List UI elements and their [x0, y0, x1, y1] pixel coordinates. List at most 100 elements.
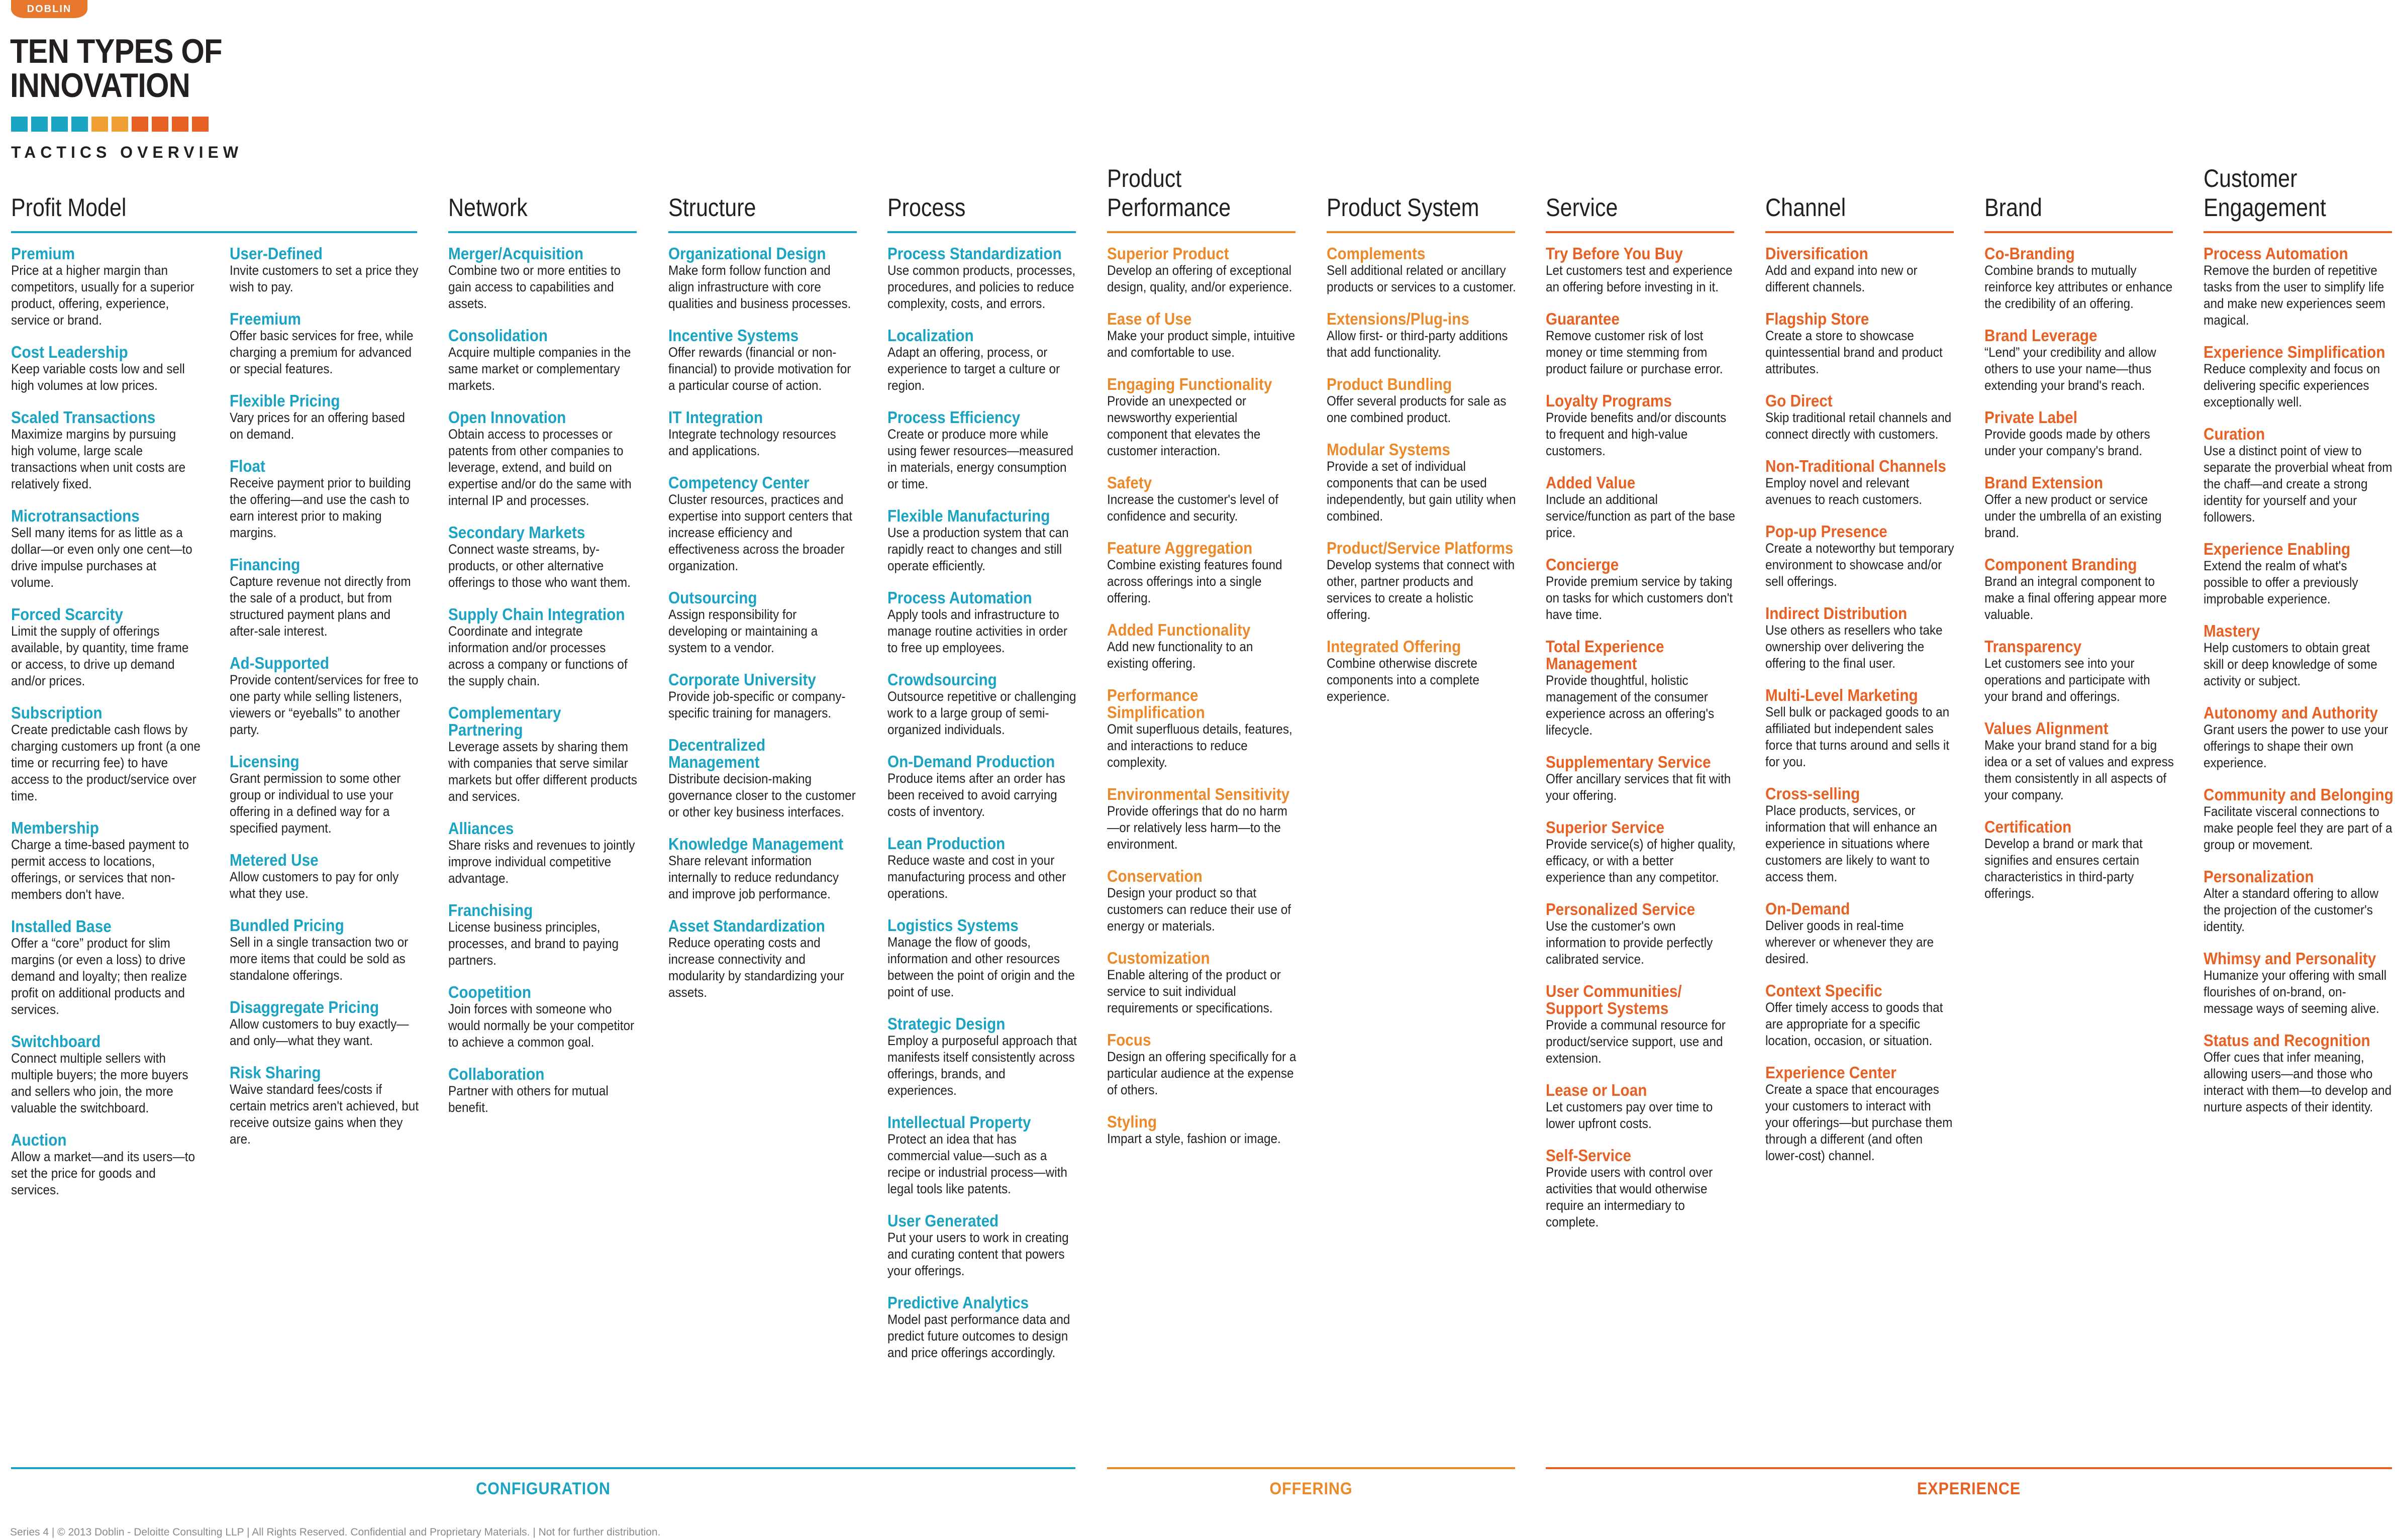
tactic-description: Employ a purposeful approach that manife…	[887, 1033, 1077, 1098]
tactic-item: Supplementary Service Offer ancillary ser…	[1546, 754, 1734, 804]
tactic-description: Provide thoughtful, holistic management …	[1546, 673, 1715, 738]
heading-rule	[668, 231, 857, 233]
color-block	[132, 117, 148, 132]
tactic-description: Alter a standard offering to allow the p…	[2204, 886, 2379, 934]
column-profit-model-b: User-Defined Invite customers to set a pr…	[230, 245, 419, 1163]
tactic-item: Flexible Pricing Vary prices for an offer…	[230, 392, 418, 443]
column-structure: Organizational Design Make form follow fu…	[668, 245, 857, 1016]
tactic-item: Extensions/Plug-ins Allow first- or third…	[1327, 311, 1515, 361]
tactic-description: Facilitate visceral connections to make …	[2204, 804, 2392, 852]
tactic-title: Personalization	[2204, 867, 2314, 886]
tactic-item: Engaging Functionality Provide an unexpec…	[1107, 376, 1295, 459]
tactic-title: Feature Aggregation	[1107, 539, 1253, 557]
tactic-title: Secondary Markets	[448, 523, 585, 542]
tactic-item: Integrated Offering Combine otherwise dis…	[1327, 638, 1515, 705]
tactic-description: Combine otherwise discrete components in…	[1327, 656, 1479, 704]
tactic-item: On-Demand Production Produce items after …	[887, 753, 1076, 820]
heading-rule	[887, 231, 1076, 233]
tactic-item: Financing Capture revenue not directly fr…	[230, 556, 418, 640]
tactic-description: Use a distinct point of view to separate…	[2204, 443, 2392, 525]
column-customer-engagement: Process Automation Remove the burden of r…	[2204, 245, 2393, 1131]
tactic-item: Intellectual Property Protect an idea tha…	[887, 1114, 1076, 1197]
tactic-item: On-Demand Deliver goods in real-time wher…	[1765, 900, 1954, 967]
tactic-description: Allow customers to pay for only what the…	[230, 869, 399, 901]
tactic-item: Superior Product Develop an offering of e…	[1107, 245, 1295, 295]
tactic-item: Competency Center Cluster resources, prac…	[668, 474, 857, 574]
color-block	[71, 117, 88, 132]
tactic-item: Subscription Create predictable cash flow…	[11, 704, 201, 804]
tactic-item: Incentive Systems Offer rewards (financia…	[668, 327, 857, 394]
tactic-title: Supplementary Service	[1546, 753, 1711, 771]
tactic-title: Float	[230, 457, 265, 475]
tactic-item: Complements Sell additional related or an…	[1327, 245, 1516, 295]
tactic-description: Employ novel and relevant avenues to rea…	[1765, 475, 1923, 507]
heading-rule	[1765, 231, 1954, 233]
tactic-description: Limit the supply of offerings available,…	[11, 624, 189, 688]
tactic-item: Customization Enable altering of the prod…	[1107, 950, 1295, 1016]
heading-service: Service	[1546, 193, 1618, 222]
tactic-description: Combine two or more entities to gain acc…	[448, 263, 621, 311]
tactic-description: Manage the flow of goods, information an…	[887, 935, 1075, 999]
tactic-title: Process Efficiency	[887, 408, 1021, 427]
tactic-description: Provide job-specific or company-specific…	[668, 689, 846, 721]
tactic-item: Experience Center Create a space that enc…	[1765, 1064, 1954, 1164]
tactic-title: Intellectual Property	[887, 1113, 1031, 1132]
tactic-title: Licensing	[230, 752, 300, 771]
tactic-item: Total Experience Management Provide thoug…	[1546, 638, 1734, 739]
tactic-title: Transparency	[1984, 637, 2082, 656]
footer-copyright: Series 4 | © 2013 Doblin - Deloitte Cons…	[10, 1526, 661, 1538]
offering-rule	[1107, 1467, 1515, 1469]
column-channel: Diversification Add and expand into new o…	[1765, 245, 1954, 1179]
tactic-item: IT Integration Integrate technology resou…	[668, 409, 857, 459]
tactic-description: Apply tools and infrastructure to manage…	[887, 607, 1067, 655]
tactic-description: Provide an unexpected or newsworthy expe…	[1107, 393, 1261, 458]
tactic-title: Try Before You Buy	[1546, 244, 1683, 263]
tactic-description: Offer rewards (financial or non-financia…	[668, 345, 851, 393]
tactic-description: Combine existing features found across o…	[1107, 557, 1282, 605]
tactic-title: Customization	[1107, 949, 1210, 967]
tactic-item: Experience Enabling Extend the realm of w…	[2204, 541, 2392, 607]
tactic-title: Status and Recognition	[2204, 1031, 2370, 1050]
tactic-item: Lease or Loan Let customers pay over time…	[1546, 1082, 1734, 1132]
tactic-item: Disaggregate Pricing Allow customers to b…	[230, 999, 418, 1049]
tactic-item: Private Label Provide goods made by other…	[1984, 409, 2173, 459]
experience-rule	[1546, 1467, 2392, 1469]
tactic-title: Competency Center	[668, 473, 810, 492]
tactic-description: Produce items after an order has been re…	[887, 771, 1065, 819]
page-title-line2: INNOVATION	[10, 66, 190, 105]
tactic-item: Process Efficiency Create or produce more…	[887, 409, 1076, 492]
tactic-item: Diversification Add and expand into new o…	[1765, 245, 1954, 295]
tactic-description: Develop systems that connect with other,…	[1327, 557, 1515, 622]
tactic-item: Loyalty Programs Provide benefits and/or …	[1546, 392, 1734, 459]
tactic-title: Guarantee	[1546, 310, 1620, 328]
tactic-item: Risk Sharing Waive standard fees/costs if…	[230, 1064, 419, 1148]
tactic-title: Merger/Acquisition	[448, 244, 583, 263]
tactic-description: Design your product so that customers ca…	[1107, 885, 1291, 934]
tactic-description: Leverage assets by sharing them with com…	[448, 739, 637, 804]
tactic-description: Distribute decision-making governance cl…	[668, 771, 856, 819]
tactic-item: Ad-Supported Provide content/services for…	[230, 655, 418, 738]
tactic-description: Outsource repetitive or challenging work…	[887, 689, 1076, 737]
tactic-item: Organizational Design Make form follow fu…	[668, 245, 857, 312]
tactic-item: Switchboard Connect multiple sellers with…	[11, 1033, 199, 1116]
category-configuration: CONFIGURATION	[476, 1479, 611, 1498]
tactic-item: Complementary Partnering Leverage assets …	[448, 704, 637, 805]
tactic-title: Values Alignment	[1984, 719, 2109, 738]
tactic-title: IT Integration	[668, 408, 763, 427]
category-experience: EXPERIENCE	[1917, 1479, 2021, 1498]
tactic-title: Experience Center	[1765, 1063, 1897, 1082]
page-subtitle: TACTICS OVERVIEW	[11, 143, 243, 161]
tactic-item: Coopetition Join forces with someone who …	[448, 984, 637, 1051]
tactic-description: Vary prices for an offering based on dem…	[230, 410, 405, 442]
tactic-item: Co-Branding Combine brands to mutually re…	[1984, 245, 2173, 312]
tactic-title: Superior Service	[1546, 818, 1665, 837]
tactic-title: Flagship Store	[1765, 310, 1869, 328]
tactic-item: Values Alignment Make your brand stand fo…	[1984, 719, 2174, 803]
tactic-description: Use common products, processes, procedur…	[887, 263, 1076, 311]
tactic-title: Outsourcing	[668, 588, 757, 607]
tactic-title: Product Bundling	[1327, 375, 1452, 393]
tactic-title: Complementary Partnering	[448, 703, 561, 739]
tactic-item: Certification Develop a brand or mark tha…	[1984, 818, 2173, 902]
tactic-item: Process Automation Apply tools and infras…	[887, 589, 1076, 656]
tactic-item: Personalization Alter a standard offering…	[2204, 868, 2392, 935]
